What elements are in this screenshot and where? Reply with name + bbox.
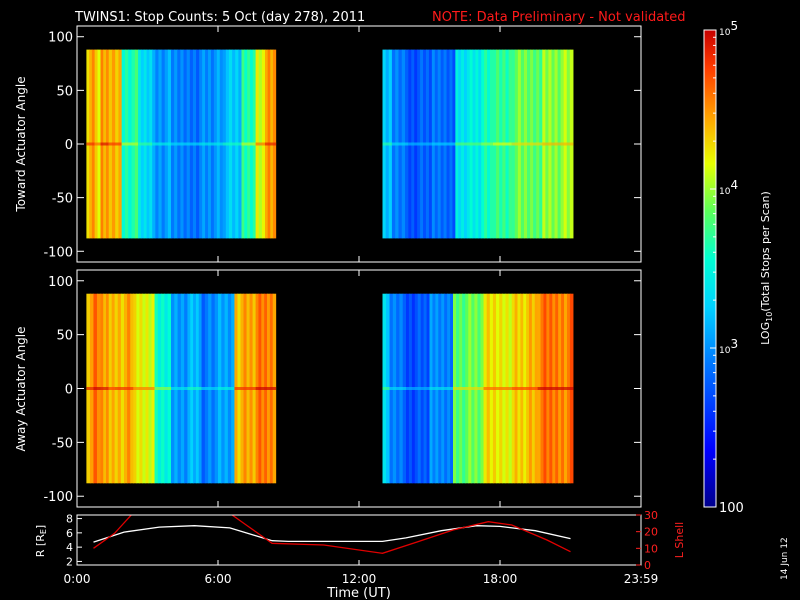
x-axis-label: Time (UT) bbox=[326, 586, 391, 600]
orbit-y2label: L Shell bbox=[673, 522, 686, 558]
y-tick-label: 100 bbox=[48, 31, 73, 46]
away-panel: -100 -50 0 50 100 Away Actuator Angle bbox=[14, 269, 642, 508]
y2-tick-label: 0 bbox=[644, 559, 651, 572]
toward-heatmap bbox=[86, 49, 574, 239]
zero-streak bbox=[171, 387, 188, 390]
zero-streak bbox=[86, 387, 94, 390]
zero-streak bbox=[86, 142, 96, 146]
x-tick-label: 12:00 bbox=[342, 572, 377, 586]
colorbar-tick-label: 104 bbox=[719, 178, 738, 197]
zero-streak bbox=[234, 387, 257, 390]
zero-streak bbox=[511, 387, 539, 390]
zero-streak bbox=[241, 142, 257, 146]
y-tick-label: 0 bbox=[65, 138, 73, 153]
zero-streak bbox=[114, 387, 134, 390]
y-tick-label: -50 bbox=[52, 436, 73, 451]
zero-streak bbox=[406, 387, 430, 390]
zero-streak bbox=[199, 142, 224, 146]
lshell-line bbox=[93, 515, 571, 554]
y2-tick-label: 20 bbox=[644, 526, 658, 539]
zero-streak bbox=[431, 142, 456, 146]
zero-streak bbox=[542, 142, 574, 146]
x-tick-label: 0:00 bbox=[64, 572, 91, 586]
colorbar-tick-label: 100 bbox=[719, 501, 744, 516]
zero-streak bbox=[255, 142, 266, 146]
colorbar-tick-label: 103 bbox=[719, 337, 738, 356]
zero-streak bbox=[483, 387, 513, 390]
away-heatmap bbox=[86, 293, 574, 484]
colorbar-label: LOG10(Total Stops per Scan) bbox=[759, 191, 774, 345]
zero-streak bbox=[154, 387, 172, 390]
zero-streak bbox=[187, 387, 203, 390]
zero-streak bbox=[391, 142, 409, 146]
y2-tick-label: 30 bbox=[644, 509, 658, 522]
zero-streak bbox=[93, 387, 101, 390]
toward-panel: -100 -50 0 50 100 Toward Actuator Angle bbox=[14, 25, 642, 263]
y-tick-label: 50 bbox=[56, 329, 73, 344]
y-tick-label: -100 bbox=[43, 490, 73, 505]
toward-yticks: -100 -50 0 50 100 bbox=[43, 26, 642, 262]
zero-streak bbox=[389, 387, 407, 390]
y-tick-label: 100 bbox=[48, 275, 73, 290]
away-yticks: -100 -50 0 50 100 bbox=[43, 270, 642, 507]
colorbar-tick-label: 105 bbox=[719, 19, 738, 38]
zero-streak bbox=[408, 142, 433, 146]
zero-streak bbox=[108, 142, 123, 146]
y2-tick-label: 10 bbox=[644, 542, 658, 555]
zero-streak bbox=[537, 387, 574, 390]
zero-streak bbox=[100, 142, 110, 146]
y-tick-label: 8 bbox=[66, 513, 73, 526]
orbit-lines bbox=[93, 515, 571, 554]
colorbar-gradient bbox=[703, 29, 717, 508]
colorbar-ticks: 105 104 103 100 bbox=[710, 19, 744, 516]
zero-streak bbox=[255, 387, 277, 390]
zero-streak bbox=[492, 142, 513, 146]
zero-streak bbox=[133, 387, 156, 390]
orbit-ylabel: R [RE] bbox=[34, 525, 48, 557]
y-tick-label: 0 bbox=[65, 383, 73, 398]
zero-streak bbox=[222, 142, 242, 146]
x-tick-label: 18:00 bbox=[483, 572, 518, 586]
r-line bbox=[93, 525, 571, 543]
y-tick-label: -100 bbox=[43, 245, 73, 260]
zero-streak bbox=[511, 142, 543, 146]
zero-streak bbox=[121, 142, 139, 146]
chart-title: TWINS1: Stop Counts: 5 Oct (day 278), 20… bbox=[74, 10, 365, 25]
zero-streak bbox=[138, 142, 153, 146]
y-tick-label: 2 bbox=[66, 555, 73, 568]
y-tick-label: -50 bbox=[52, 192, 73, 207]
zero-streak bbox=[455, 142, 482, 146]
colorbar: 105 104 103 100 LOG10(Total Stops per Scan) bbox=[703, 19, 774, 516]
zero-streak bbox=[429, 387, 454, 390]
zero-streak bbox=[453, 387, 485, 390]
zero-streak bbox=[382, 142, 393, 146]
x-tick-label: 23:59 bbox=[624, 572, 659, 586]
x-tick-label: 6:00 bbox=[205, 572, 232, 586]
away-ylabel: Away Actuator Angle bbox=[14, 326, 28, 451]
zero-streak bbox=[201, 387, 219, 390]
zero-streak bbox=[265, 142, 277, 146]
zero-streak bbox=[218, 387, 235, 390]
generation-date: 14 Jun 12 bbox=[780, 537, 790, 580]
zero-streak bbox=[481, 142, 494, 146]
zero-streak bbox=[94, 142, 102, 146]
zero-streak bbox=[382, 387, 391, 390]
toward-ylabel: Toward Actuator Angle bbox=[14, 76, 28, 212]
y-tick-label: 4 bbox=[66, 541, 73, 554]
zero-streak bbox=[108, 387, 116, 390]
y-tick-label: 6 bbox=[66, 527, 73, 540]
orbit-frame bbox=[76, 514, 642, 566]
zero-streak bbox=[100, 387, 110, 390]
y-tick-label: 50 bbox=[56, 84, 73, 99]
zero-streak bbox=[152, 142, 172, 146]
preliminary-note: NOTE: Data Preliminary - Not validated bbox=[432, 10, 686, 25]
zero-streak bbox=[171, 142, 200, 146]
